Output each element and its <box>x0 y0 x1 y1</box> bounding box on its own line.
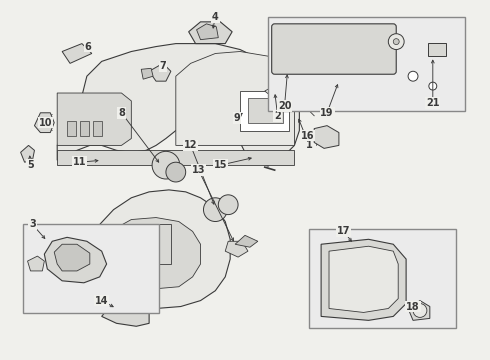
Circle shape <box>219 195 238 215</box>
Bar <box>93 121 102 135</box>
Circle shape <box>413 303 427 318</box>
Text: 5: 5 <box>27 160 34 170</box>
Circle shape <box>388 34 404 50</box>
Circle shape <box>429 82 437 90</box>
Text: 8: 8 <box>118 108 125 118</box>
Bar <box>309 229 456 328</box>
Polygon shape <box>176 51 294 145</box>
Bar <box>23 225 159 314</box>
Text: 12: 12 <box>184 140 197 150</box>
Text: 9: 9 <box>234 113 241 123</box>
Circle shape <box>408 71 418 81</box>
Bar <box>67 121 76 135</box>
Text: 7: 7 <box>160 61 166 71</box>
Text: 17: 17 <box>337 226 350 237</box>
Text: 1: 1 <box>306 140 313 150</box>
Polygon shape <box>21 145 34 162</box>
Polygon shape <box>45 237 107 283</box>
Text: 14: 14 <box>95 296 108 306</box>
Polygon shape <box>235 235 258 247</box>
Bar <box>248 98 283 123</box>
Circle shape <box>152 151 180 179</box>
Text: 13: 13 <box>192 165 205 175</box>
Bar <box>240 91 290 131</box>
Polygon shape <box>62 44 92 63</box>
Polygon shape <box>285 63 319 101</box>
Circle shape <box>203 198 227 221</box>
Bar <box>428 42 445 57</box>
Polygon shape <box>265 81 297 103</box>
Text: 2: 2 <box>274 111 281 121</box>
Text: 10: 10 <box>39 118 52 128</box>
Text: 6: 6 <box>84 41 91 51</box>
Polygon shape <box>321 239 406 320</box>
Polygon shape <box>57 150 294 165</box>
Polygon shape <box>54 244 90 271</box>
Polygon shape <box>189 22 232 44</box>
Polygon shape <box>77 190 230 309</box>
Polygon shape <box>149 63 171 81</box>
Polygon shape <box>329 246 398 312</box>
Polygon shape <box>57 93 131 145</box>
Polygon shape <box>57 44 299 162</box>
Polygon shape <box>104 217 200 289</box>
Bar <box>268 17 466 111</box>
Text: 4: 4 <box>212 12 219 22</box>
Text: 20: 20 <box>278 101 291 111</box>
Bar <box>97 225 171 264</box>
Polygon shape <box>196 24 219 40</box>
Text: 15: 15 <box>214 160 227 170</box>
Text: 11: 11 <box>73 157 87 167</box>
Text: 18: 18 <box>406 302 420 311</box>
Bar <box>80 121 89 135</box>
Circle shape <box>393 39 399 45</box>
Text: 3: 3 <box>29 220 36 229</box>
Circle shape <box>166 162 186 182</box>
Polygon shape <box>408 301 430 320</box>
Polygon shape <box>34 113 54 132</box>
Polygon shape <box>225 241 248 257</box>
Text: 19: 19 <box>320 108 334 118</box>
Polygon shape <box>102 306 149 326</box>
Circle shape <box>294 92 301 100</box>
Polygon shape <box>27 256 45 271</box>
Polygon shape <box>314 126 339 148</box>
Polygon shape <box>141 68 153 79</box>
FancyBboxPatch shape <box>271 24 396 74</box>
Text: 16: 16 <box>300 131 314 140</box>
Text: 21: 21 <box>426 98 440 108</box>
